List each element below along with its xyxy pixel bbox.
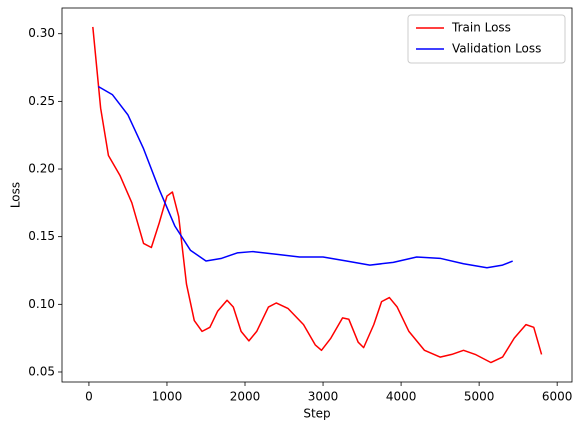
y-tick-label: 0.20 <box>28 162 55 176</box>
x-tick-label: 4000 <box>386 390 417 404</box>
legend-label: Validation Loss <box>452 42 541 56</box>
line-series <box>92 26 543 364</box>
y-tick-label: 0.15 <box>28 229 55 243</box>
legend-label: Train Loss <box>451 21 511 35</box>
y-tick-label: 0.05 <box>28 364 55 378</box>
x-axis-label: Step <box>303 407 330 421</box>
plot-frame <box>61 7 573 383</box>
x-tick-label: 1000 <box>152 390 183 404</box>
x-tick-label: 0 <box>85 390 93 404</box>
x-tick-label: 3000 <box>308 390 339 404</box>
x-tick-label: 5000 <box>464 390 495 404</box>
line-series <box>97 85 513 269</box>
y-tick-label: 0.30 <box>28 26 55 40</box>
legend-box <box>407 14 566 64</box>
y-axis-label: Loss <box>9 182 23 208</box>
y-tick-label: 0.10 <box>28 297 55 311</box>
y-tick-label: 0.25 <box>28 94 55 108</box>
x-tick-label: 2000 <box>230 390 261 404</box>
x-tick-label: 6000 <box>542 390 573 404</box>
